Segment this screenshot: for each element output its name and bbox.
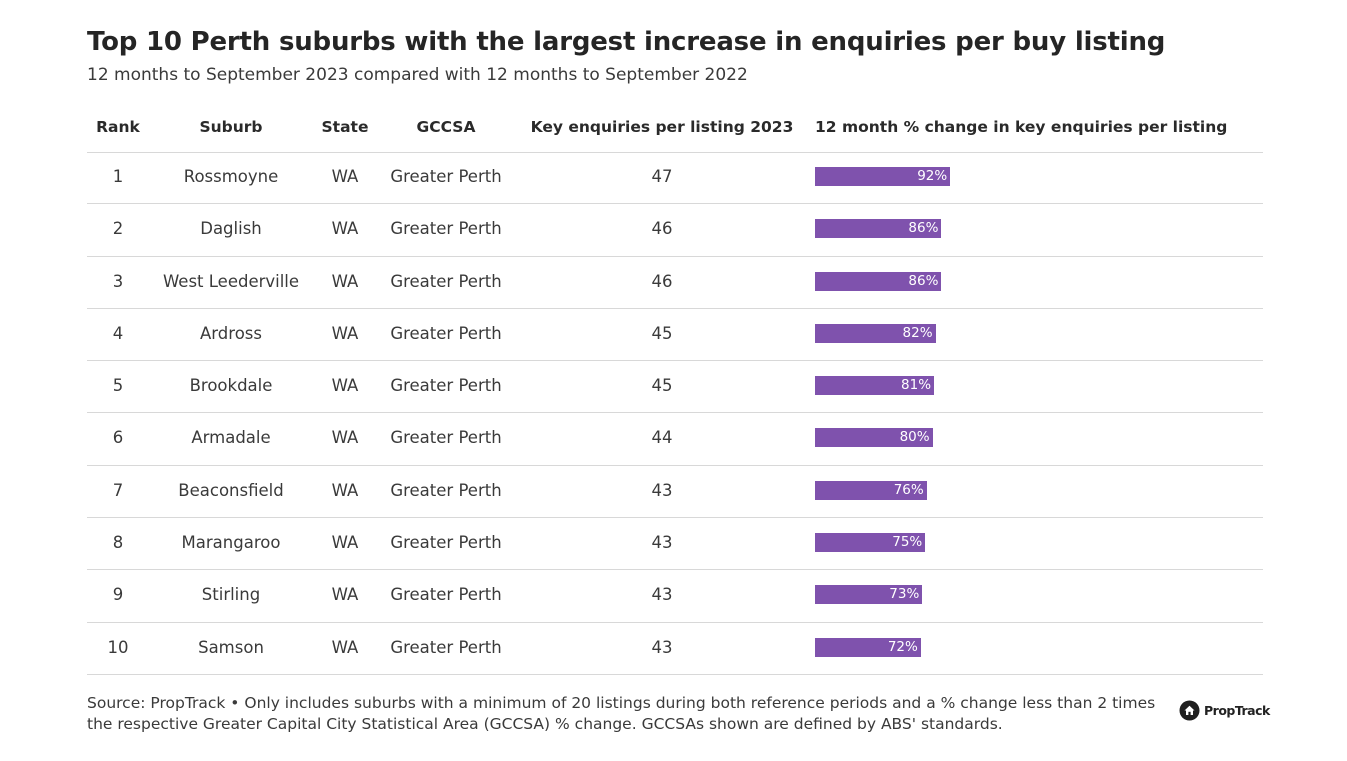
cell-gccsa: Greater Perth [390, 480, 502, 500]
cell-state: WA [331, 480, 359, 500]
table-row: 10 Samson WA Greater Perth 43 72% [87, 623, 1263, 675]
change-bar: 86% [815, 271, 942, 291]
cell-state: WA [331, 637, 359, 657]
cell-enquiries: 46 [651, 271, 673, 291]
cell-gccsa: Greater Perth [390, 637, 502, 657]
header-gccsa: GCCSA [416, 118, 476, 136]
table-body: 1 Rossmoyne WA Greater Perth 47 92% 2 Daglish WA… [87, 152, 1263, 675]
cell-state: WA [331, 323, 359, 343]
cell-gccsa: Greater Perth [390, 271, 502, 291]
table-header: Rank Suburb State GCCSA Key enquiries pe… [87, 112, 1263, 153]
header-suburb: Suburb [199, 118, 263, 136]
cell-rank: 5 [112, 376, 124, 396]
cell-enquiries: 44 [651, 428, 673, 448]
proptrack-logo-text: PropTrack [1204, 702, 1270, 718]
header-state: State [321, 118, 369, 136]
header-rank: Rank [96, 118, 140, 136]
change-bar: 72% [815, 637, 921, 657]
cell-rank: 8 [112, 533, 124, 553]
cell-suburb: Stirling [201, 585, 261, 605]
cell-state: WA [331, 271, 359, 291]
change-bar: 86% [815, 219, 942, 239]
change-bar: 73% [815, 585, 923, 605]
source-note: Source: PropTrack • Only includes suburb… [87, 694, 1156, 733]
cell-suburb: Daglish [200, 219, 262, 239]
cell-suburb: Brookdale [189, 376, 273, 396]
cell-enquiries: 45 [651, 376, 673, 396]
proptrack-logo: PropTrack [1179, 699, 1270, 721]
table-row: 1 Rossmoyne WA Greater Perth 47 92% [87, 152, 1263, 205]
header-change: 12 month % change in key enquiries per l… [815, 118, 1228, 136]
chart-title: Top 10 Perth suburbs with the largest in… [87, 27, 1166, 57]
cell-gccsa: Greater Perth [390, 428, 502, 448]
cell-rank: 6 [112, 428, 124, 448]
cell-gccsa: Greater Perth [390, 585, 502, 605]
table-row: 5 Brookdale WA Greater Perth 45 81% [87, 361, 1263, 414]
cell-enquiries: 43 [651, 533, 673, 553]
cell-enquiries: 47 [651, 167, 673, 186]
cell-state: WA [331, 428, 359, 448]
cell-enquiries: 43 [651, 585, 673, 605]
cell-suburb: Marangaroo [181, 533, 281, 553]
change-bar: 75% [815, 533, 926, 553]
cell-state: WA [331, 376, 359, 396]
table-row: 2 Daglish WA Greater Perth 46 86% [87, 204, 1263, 257]
table-row: 8 Marangaroo WA Greater Perth 43 75% [87, 518, 1263, 571]
cell-rank: 2 [112, 219, 124, 239]
cell-rank: 9 [112, 585, 124, 605]
cell-state: WA [331, 219, 359, 239]
cell-rank: 10 [107, 637, 129, 657]
change-bar: 92% [815, 167, 951, 186]
cell-state: WA [331, 167, 359, 186]
cell-rank: 7 [112, 480, 124, 500]
cell-suburb: Armadale [191, 428, 271, 448]
cell-gccsa: Greater Perth [390, 533, 502, 553]
table-row: 4 Ardross WA Greater Perth 45 82% [87, 309, 1263, 362]
header-enquiries: Key enquiries per listing 2023 [530, 118, 794, 136]
cell-gccsa: Greater Perth [390, 219, 502, 239]
cell-enquiries: 46 [651, 219, 673, 239]
cell-state: WA [331, 533, 359, 553]
cell-suburb: Rossmoyne [183, 167, 279, 186]
cell-rank: 4 [112, 323, 124, 343]
proptrack-house-icon [1179, 700, 1200, 720]
cell-state: WA [331, 585, 359, 605]
cell-suburb: Beaconsfield [178, 480, 284, 500]
cell-enquiries: 43 [651, 480, 673, 500]
table-row: 6 Armadale WA Greater Perth 44 80% [87, 413, 1263, 466]
cell-gccsa: Greater Perth [390, 376, 502, 396]
cell-gccsa: Greater Perth [390, 323, 502, 343]
cell-suburb: Ardross [200, 323, 262, 343]
change-bar: 80% [815, 428, 933, 448]
cell-enquiries: 43 [651, 637, 673, 657]
table-row: 7 Beaconsfield WA Greater Perth 43 76% [87, 466, 1263, 519]
cell-gccsa: Greater Perth [390, 167, 502, 186]
chart-subtitle: 12 months to September 2023 compared wit… [87, 65, 748, 85]
change-bar: 76% [815, 480, 927, 500]
cell-rank: 3 [112, 271, 124, 291]
cell-suburb: West Leederville [162, 271, 300, 291]
change-bar: 82% [815, 323, 936, 343]
change-bar: 81% [815, 376, 935, 396]
cell-suburb: Samson [198, 637, 264, 657]
table-row: 3 West Leederville WA Greater Perth 46 86% [87, 257, 1263, 309]
cell-rank: 1 [112, 167, 124, 186]
table-row: 9 Stirling WA Greater Perth 43 73% [87, 570, 1263, 623]
cell-enquiries: 45 [651, 323, 673, 343]
